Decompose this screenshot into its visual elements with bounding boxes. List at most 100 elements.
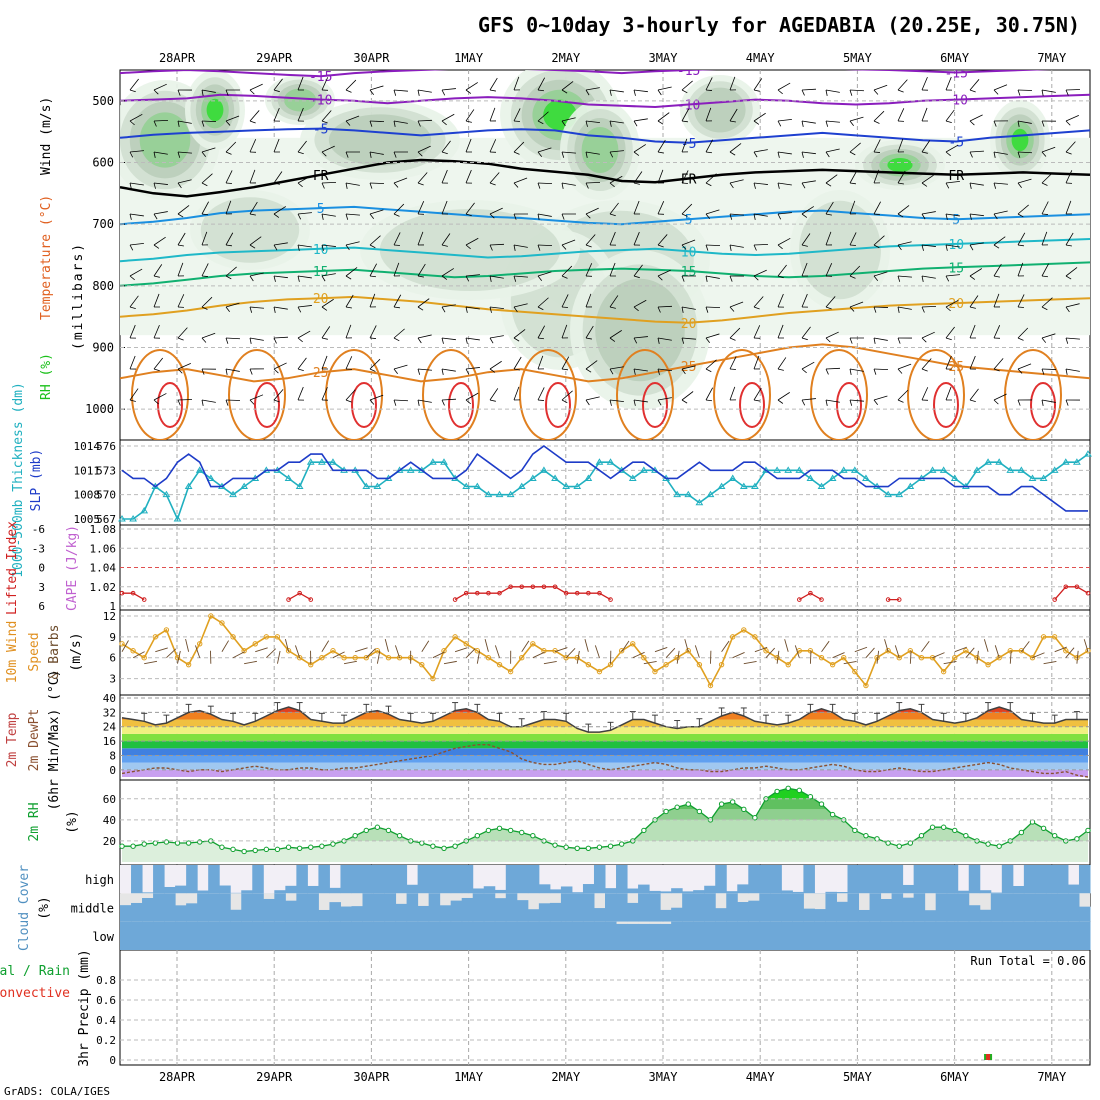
cloud-cell — [450, 921, 463, 950]
cloud-cell — [384, 921, 397, 950]
thickness-point — [839, 466, 848, 473]
cloud-cell — [957, 890, 970, 894]
wind-barb-flag — [681, 399, 688, 404]
rh-point — [752, 815, 758, 821]
wind-barb-flag — [465, 306, 468, 313]
cloud-cell — [406, 893, 419, 922]
warm-contour — [228, 349, 286, 440]
cloud-cell — [671, 907, 683, 922]
thickness-point — [973, 466, 981, 473]
label-li-g: Lifted Index — [5, 521, 20, 615]
wind-barb — [657, 139, 666, 153]
cloud-cell — [538, 921, 551, 950]
hot-contour — [545, 382, 571, 428]
wind-barb — [801, 120, 816, 124]
isotherm-label: -15 — [309, 70, 332, 85]
wind-barb-flag — [969, 182, 972, 189]
cloud-cell — [263, 898, 275, 922]
wind-barb — [321, 77, 329, 91]
cloud-cell — [902, 897, 915, 922]
wind-speed-point — [441, 648, 447, 654]
label-wind-units: (m/s) — [69, 632, 84, 671]
wind-barb — [777, 182, 792, 186]
isotherm-15 — [120, 261, 1090, 287]
wind-barb — [201, 89, 216, 93]
rh-point — [296, 845, 303, 852]
wind-barb-flag — [609, 213, 616, 217]
wind-barb — [969, 114, 983, 122]
cloud-cell — [671, 888, 683, 894]
wind-barb-flag — [177, 368, 183, 374]
rh-point — [185, 840, 192, 846]
wind-speed-point — [419, 661, 425, 668]
li-point — [797, 597, 802, 602]
rh-point — [663, 808, 669, 815]
wind-barb — [969, 79, 980, 91]
temp-bands — [122, 707, 1088, 777]
wind-barb — [873, 271, 888, 277]
isotherm-label: 10 — [948, 238, 964, 253]
wind-barb — [249, 337, 264, 341]
wind10m-barb — [376, 650, 381, 664]
wind-barb-flag — [849, 306, 855, 312]
wind-barb — [249, 306, 264, 309]
wind-barb — [705, 139, 714, 153]
rh-point — [574, 845, 580, 852]
wind-barb — [729, 108, 738, 122]
wind-barb — [297, 357, 307, 370]
rh-point — [1074, 836, 1080, 842]
cloud-cell — [968, 905, 981, 922]
wind-barb-flag — [681, 337, 685, 344]
cloud-cell — [560, 886, 573, 894]
cloud-cell — [792, 893, 804, 922]
isotherm--15 — [120, 70, 1052, 78]
y-tick-cape: 1.08 — [90, 523, 117, 536]
wind-speed-point — [341, 655, 347, 661]
wind-barb-flag — [321, 275, 326, 282]
cloud-cell — [616, 893, 628, 922]
wind-barb — [297, 330, 311, 339]
wind-barb — [153, 393, 167, 401]
cloud-cell — [693, 893, 705, 922]
wind-barb — [585, 234, 596, 246]
rh-band — [122, 809, 1088, 820]
rh-point — [718, 801, 725, 807]
wind-barb-flag — [657, 244, 664, 248]
isotherm-label: 20 — [681, 317, 697, 332]
wind-speed-point — [852, 668, 858, 675]
thickness-point — [817, 482, 826, 490]
warm-contour — [713, 349, 771, 440]
isotherm-label: 15 — [681, 265, 697, 280]
wind-barb-flag — [825, 337, 831, 343]
cloud-cell — [175, 885, 187, 894]
wind-barb — [609, 231, 616, 246]
wind-barb — [417, 298, 430, 308]
wind-barb — [993, 358, 1004, 370]
cloud-cell — [825, 893, 837, 922]
wind-speed-point — [1029, 655, 1036, 661]
label-cloud-units: (%) — [37, 896, 52, 919]
wind-barb-flag — [945, 182, 950, 189]
y-tick-pressure: 700 — [92, 217, 114, 231]
wind-barb — [825, 367, 841, 370]
wind-speed-point — [507, 668, 514, 675]
cloud-cell — [153, 893, 165, 922]
wind-barb-flag — [321, 120, 328, 124]
isotherm-label: -10 — [309, 94, 332, 109]
rh-point — [374, 824, 381, 830]
wind-barb-flag — [993, 120, 997, 127]
wind-barb — [513, 356, 522, 370]
wind10m-barb — [832, 652, 845, 659]
rh-contour — [1011, 128, 1029, 152]
cloud-cell — [483, 893, 496, 922]
label-temp2m-g: 2m Temp — [5, 712, 20, 767]
temp-band — [122, 755, 1088, 763]
cloud-cell — [880, 899, 893, 922]
wind-barb-flag — [585, 213, 591, 219]
wind10m-barb — [266, 648, 277, 659]
y-tick-li: 0 — [38, 562, 45, 575]
wind-speed-point — [718, 661, 725, 668]
x-label-top: 7MAY — [1037, 51, 1067, 65]
wind-barb-flag — [753, 399, 760, 402]
wind10m-barb — [983, 639, 989, 652]
